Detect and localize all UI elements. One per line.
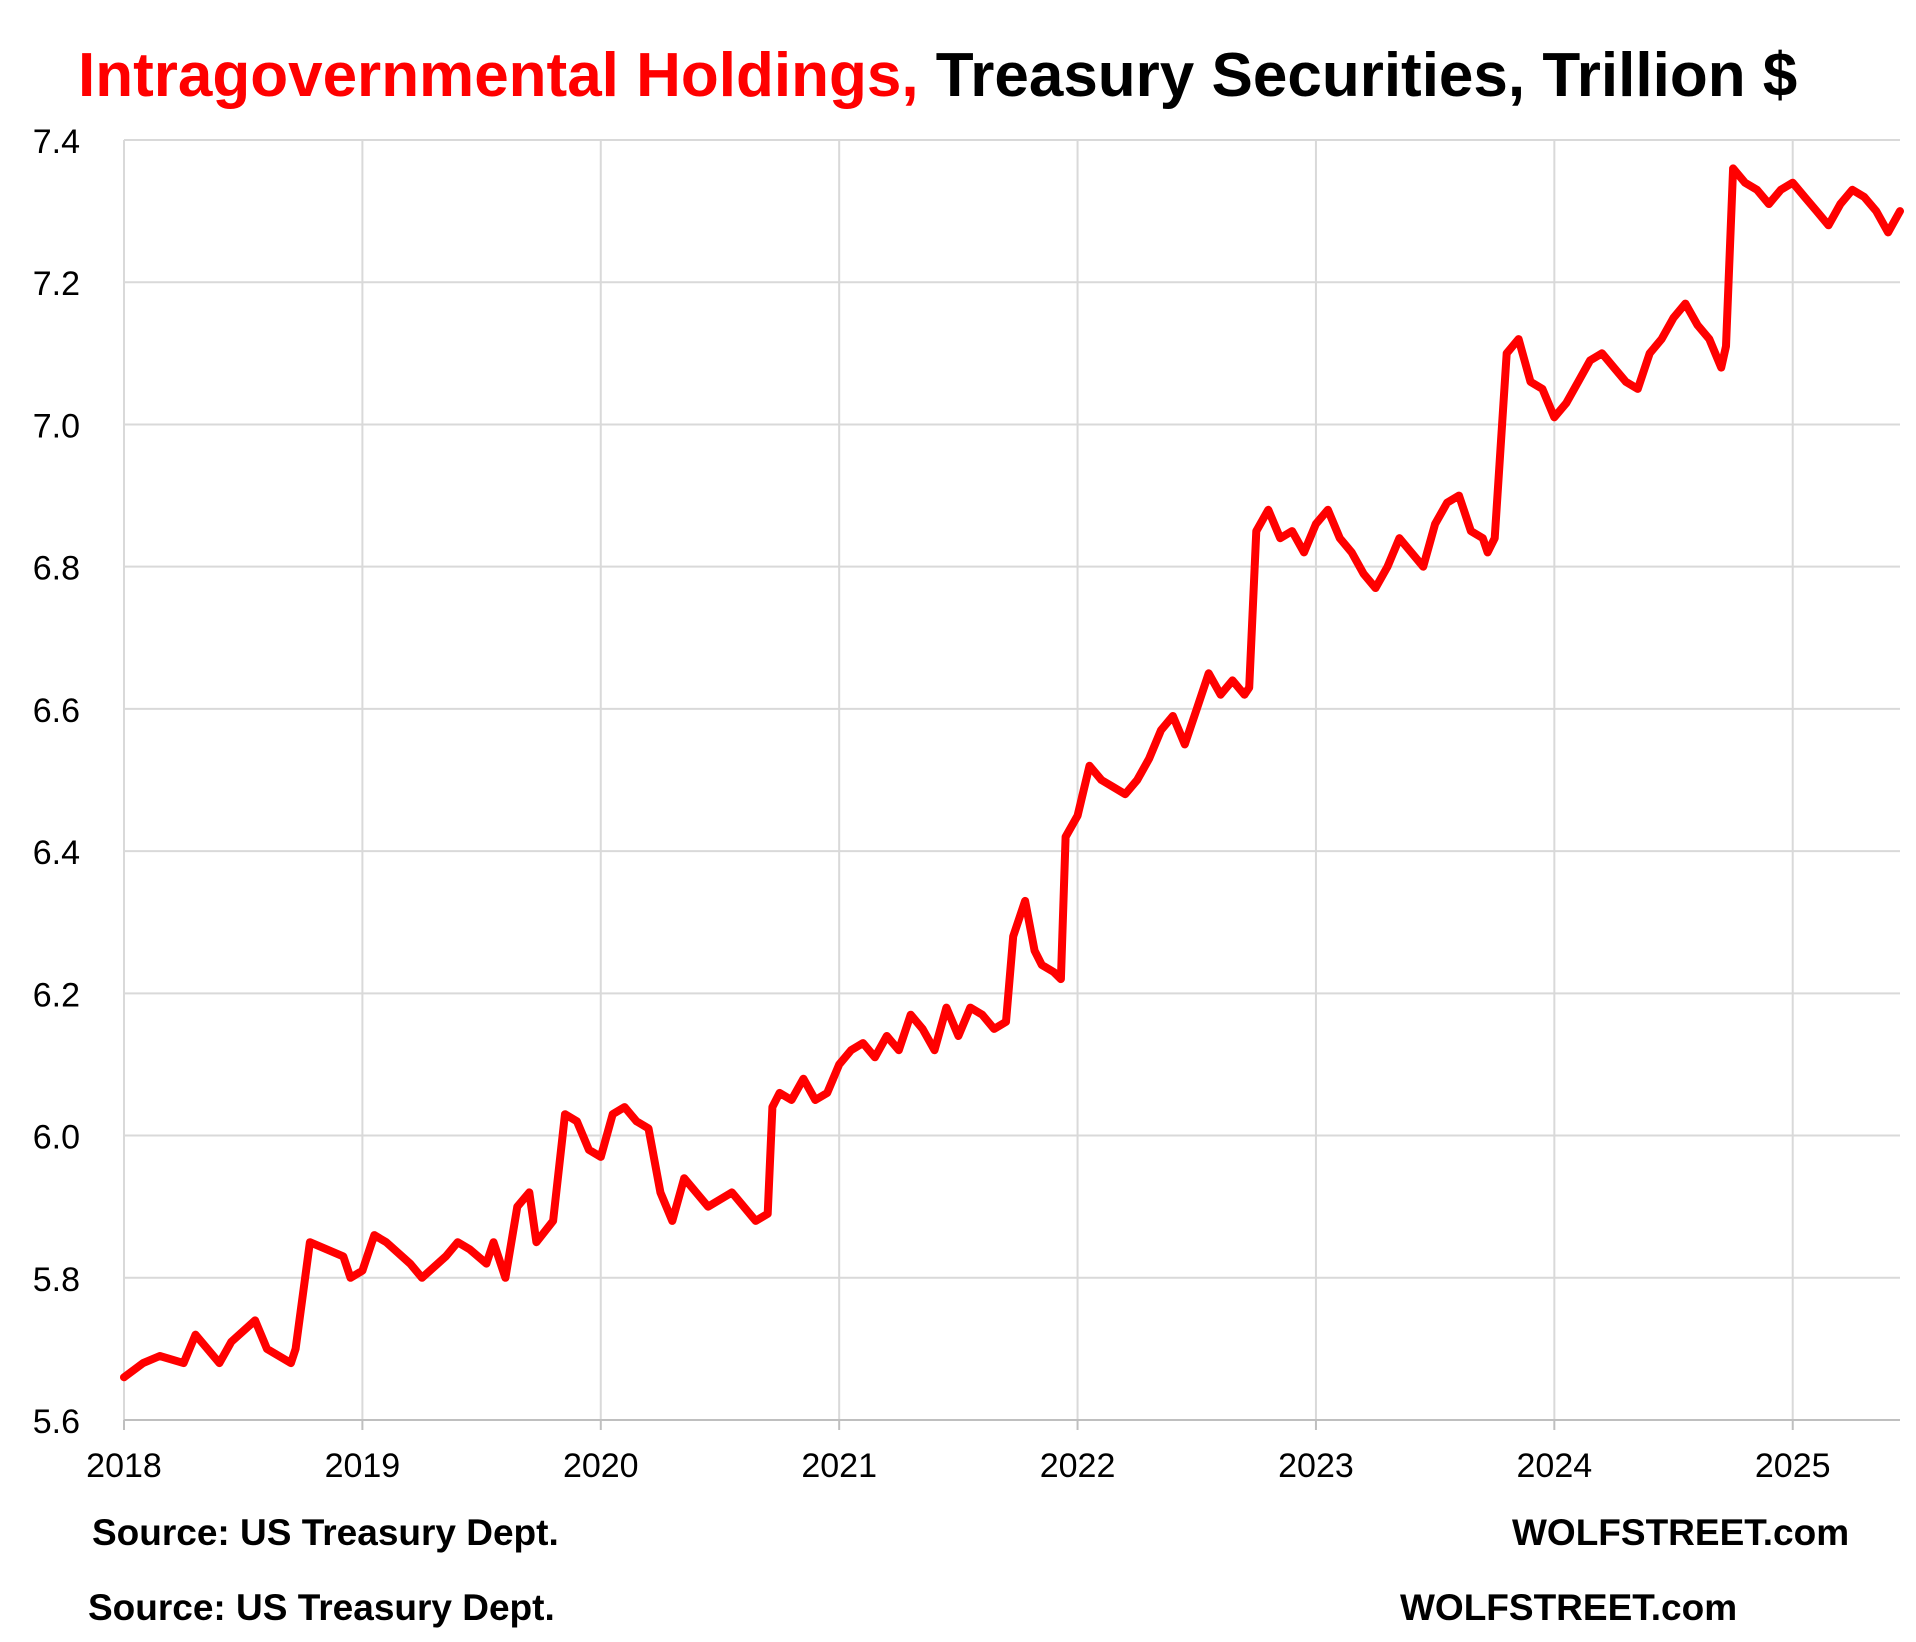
source-note: Source: US Treasury Dept. [92,1512,559,1553]
chart-grid [123,139,1900,1430]
y-tick-label: 6.6 [33,692,80,730]
y-axis-ticks: 5.6 5.8 6.0 6.2 6.4 6.6 6.8 7.0 7.2 7.4 [33,123,80,1441]
x-tick-label: 2021 [801,1447,877,1485]
brand-label: WOLFSTREET.com [1512,1512,1850,1553]
x-tick-label: 2022 [1040,1447,1116,1485]
x-tick-label: 2025 [1755,1447,1831,1485]
y-tick-label: 6.8 [33,550,80,588]
y-tick-label: 7.0 [33,407,80,445]
y-tick-label: 6.0 [33,1119,80,1157]
chart-series [120,164,1904,1382]
x-axis-ticks: 2018 2019 2020 2021 2022 2023 2024 2025 [86,1447,1830,1485]
x-tick-label: 2018 [86,1447,162,1485]
brand-label-repeat: WOLFSTREET.com [1400,1587,1738,1628]
source-note-repeat: Source: US Treasury Dept. [88,1587,555,1628]
x-tick-label: 2024 [1517,1447,1593,1485]
y-tick-label: 7.4 [33,123,80,161]
x-tick-label: 2020 [563,1447,639,1485]
y-tick-label: 5.6 [33,1403,80,1441]
y-tick-label: 7.2 [33,265,80,303]
y-tick-label: 6.4 [33,834,80,872]
x-tick-label: 2019 [325,1447,401,1485]
chart-title: Intragovernmental Holdings, Treasury Sec… [78,40,1797,111]
x-tick-label: 2023 [1278,1447,1354,1485]
y-tick-label: 6.2 [33,976,80,1014]
y-tick-label: 5.8 [33,1261,80,1299]
title-rest: Treasury Securities, Trillion $ [935,41,1798,110]
series-line-0 [120,164,1904,1382]
title-highlight: Intragovernmental Holdings, [78,41,919,110]
